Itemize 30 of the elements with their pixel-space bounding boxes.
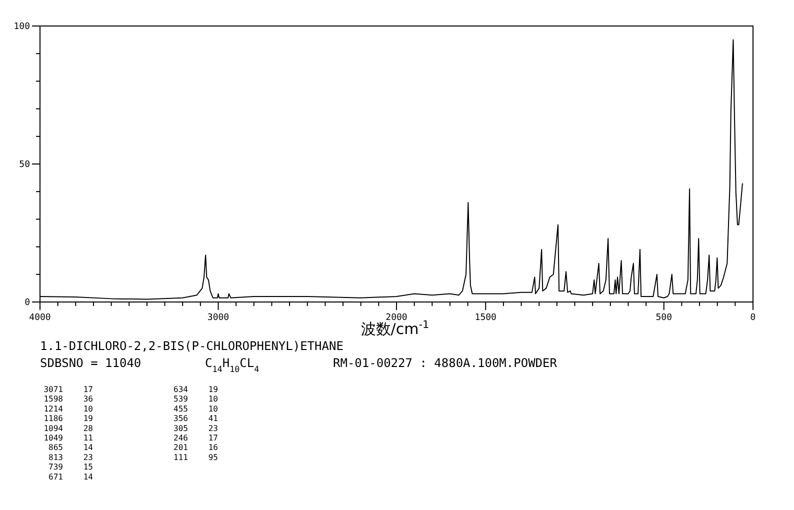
text: 1049 11 xyxy=(44,434,93,442)
text: 671 14 xyxy=(48,472,93,482)
x-tick-label: 0 xyxy=(750,313,756,323)
text: 305 23 xyxy=(174,424,218,433)
text: 539 10 xyxy=(174,394,218,404)
text: 634 19 xyxy=(174,385,218,394)
text: 201 16 xyxy=(174,443,218,452)
text: 455 10 xyxy=(174,404,218,414)
text: RM-01-00227 : 4880A.100M.POWDER xyxy=(333,356,558,370)
text: 865 14 xyxy=(48,443,93,452)
text: 1598 36 xyxy=(44,394,93,404)
x-tick-label: 1500 xyxy=(474,313,496,323)
text: 813 23 xyxy=(48,452,93,462)
x-tick-label: 500 xyxy=(656,313,672,323)
text: C$_{14}$H$_{10}$CL$_{4}$ xyxy=(205,356,260,374)
text: 1094 28 xyxy=(44,424,93,433)
text: 1186 19 xyxy=(44,414,93,424)
x-tick-label: 4000 xyxy=(29,313,51,323)
y-tick-label: 0 xyxy=(24,298,30,308)
text: 246 17 xyxy=(174,434,218,442)
text: 1214 10 xyxy=(44,404,93,414)
text: 1.1-DICHLORO-2,2-BIS(P-CHLOROPHENYL)ETHANE xyxy=(40,339,344,353)
text: SDBSNO = 11040 xyxy=(40,356,142,370)
y-tick-label: 100 xyxy=(14,22,30,32)
text: 111 95 xyxy=(174,452,218,462)
text: 739 15 xyxy=(48,462,93,472)
y-tick-label: 50 xyxy=(19,160,30,170)
text: 356 41 xyxy=(174,414,218,424)
text: 3071 17 xyxy=(44,385,93,394)
x-tick-label: 3000 xyxy=(207,313,230,323)
